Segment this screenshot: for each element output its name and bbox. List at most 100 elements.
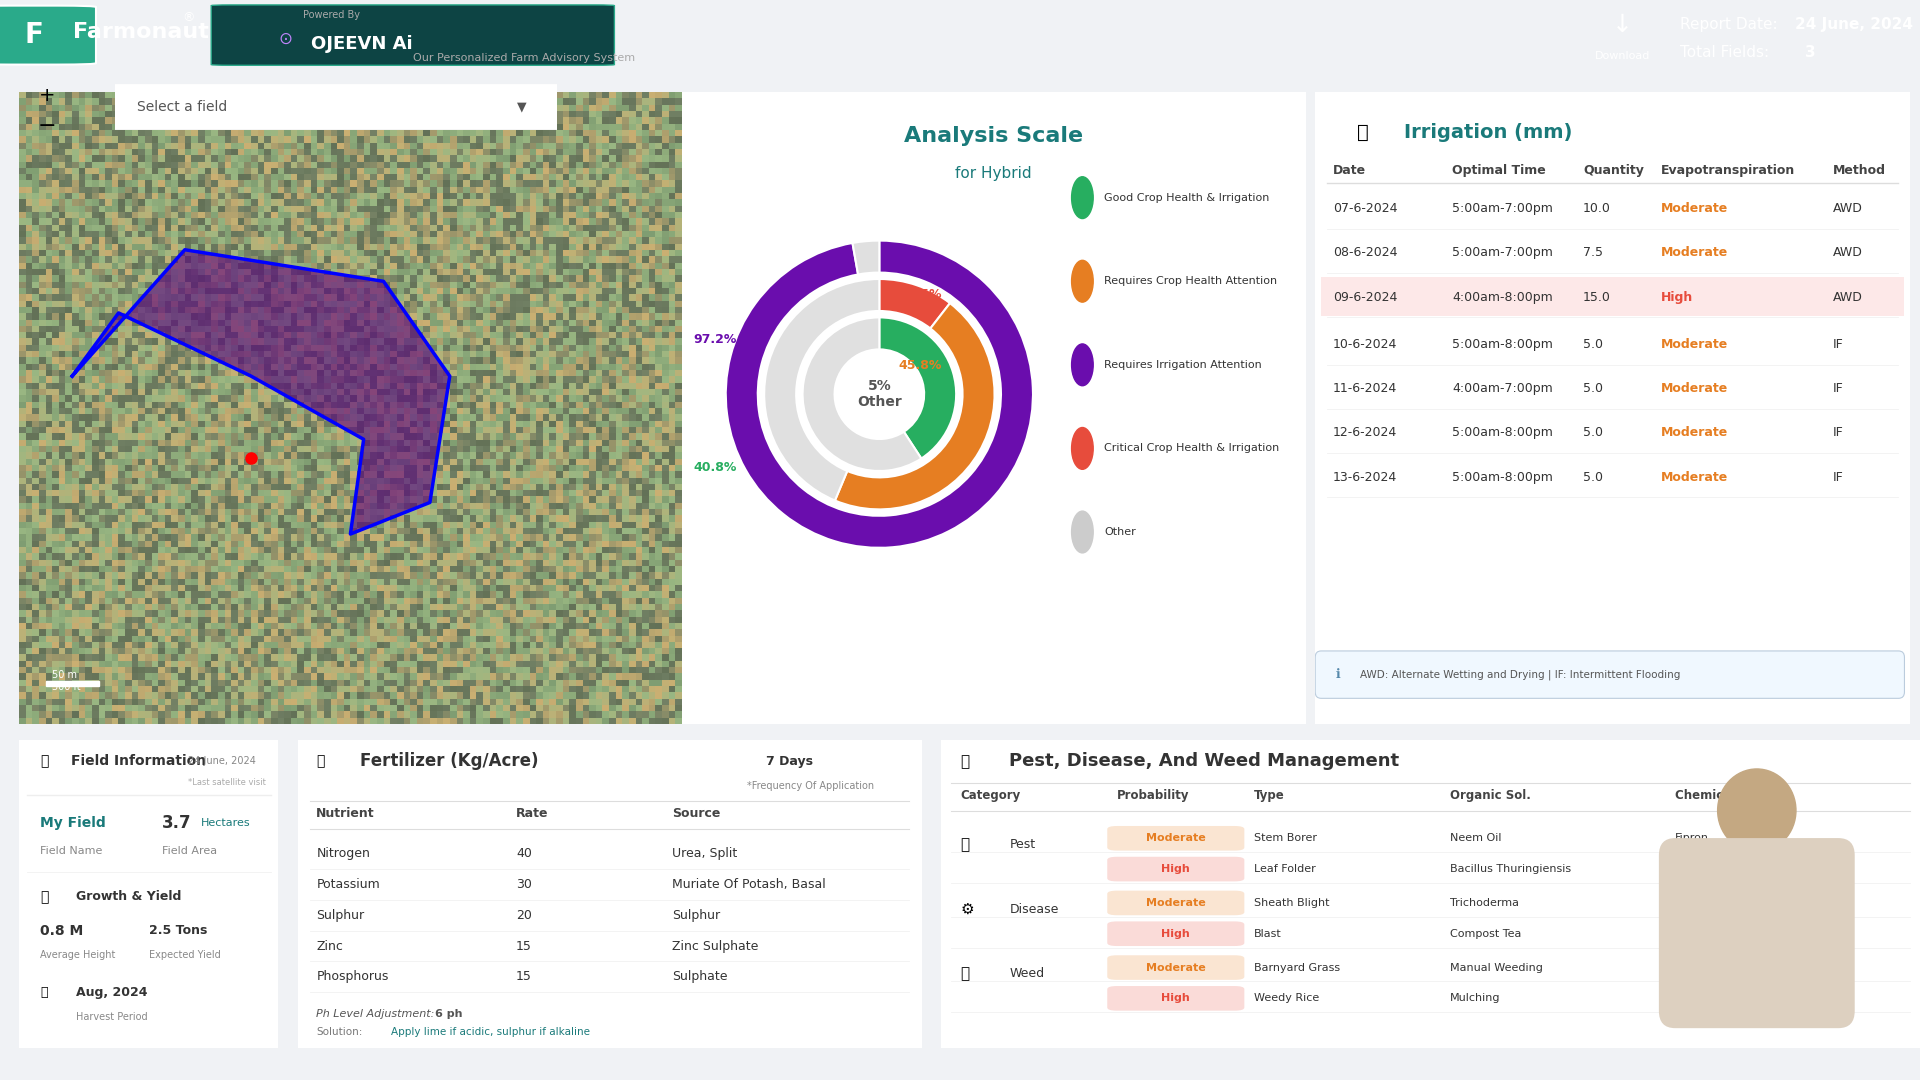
- Wedge shape: [852, 241, 879, 274]
- Wedge shape: [879, 279, 950, 328]
- Text: Expected Yield: Expected Yield: [150, 950, 221, 960]
- Text: Phosphorus: Phosphorus: [317, 970, 388, 983]
- Circle shape: [1071, 511, 1092, 553]
- Polygon shape: [73, 249, 449, 534]
- Text: Pest, Disease, And Weed Management: Pest, Disease, And Weed Management: [1010, 753, 1400, 770]
- Text: Potassium: Potassium: [317, 878, 380, 891]
- Circle shape: [1071, 428, 1092, 470]
- Text: Zinc Sulphate: Zinc Sulphate: [672, 940, 758, 953]
- Text: 0.8 M: 0.8 M: [40, 923, 83, 937]
- Text: 5:00am-8:00pm: 5:00am-8:00pm: [1452, 471, 1553, 484]
- FancyBboxPatch shape: [1108, 826, 1244, 851]
- Text: Barnyard Grass: Barnyard Grass: [1254, 962, 1340, 973]
- Text: Pest: Pest: [1010, 838, 1035, 851]
- FancyBboxPatch shape: [1108, 856, 1244, 881]
- Text: Field Information: Field Information: [71, 754, 205, 768]
- Circle shape: [1718, 769, 1795, 852]
- Text: 15.0: 15.0: [1582, 291, 1611, 303]
- Text: 🌿: 🌿: [960, 754, 970, 769]
- Text: Farmonaut: Farmonaut: [73, 22, 209, 42]
- Text: 12-6-2024: 12-6-2024: [1332, 427, 1398, 440]
- Text: 10.5%: 10.5%: [899, 288, 943, 301]
- Text: 10-6-2024: 10-6-2024: [1332, 338, 1398, 351]
- Text: 7 Days: 7 Days: [766, 755, 812, 768]
- Text: 07-6-2024: 07-6-2024: [1332, 202, 1398, 215]
- Text: Critical Crop Health & Irrigation: Critical Crop Health & Irrigation: [1104, 444, 1279, 454]
- Text: F: F: [25, 22, 42, 49]
- Text: Total Fields:: Total Fields:: [1680, 45, 1768, 60]
- Text: High: High: [1661, 291, 1693, 303]
- Text: Moderate: Moderate: [1661, 382, 1728, 395]
- Text: Chemical Sol.: Chemical Sol.: [1674, 788, 1764, 801]
- Text: Aug, 2024: Aug, 2024: [77, 986, 148, 999]
- Text: Ch...: Ch...: [1674, 864, 1701, 874]
- Text: Probability: Probability: [1117, 788, 1190, 801]
- Text: +: +: [38, 86, 56, 106]
- Text: Powered By: Powered By: [303, 11, 361, 21]
- Text: Stem Borer: Stem Borer: [1254, 834, 1317, 843]
- Text: AWD: AWD: [1834, 246, 1862, 259]
- Text: Hectares: Hectares: [202, 818, 250, 828]
- Text: AWD: AWD: [1834, 291, 1862, 303]
- Text: ⚙: ⚙: [960, 902, 973, 917]
- Text: High: High: [1162, 864, 1190, 874]
- Text: Solution:: Solution:: [317, 1027, 363, 1037]
- Text: IF: IF: [1834, 382, 1843, 395]
- Text: 🧪: 🧪: [317, 754, 324, 768]
- Text: Our Personalized Farm Advisory System: Our Personalized Farm Advisory System: [413, 53, 636, 63]
- Text: My Field: My Field: [40, 815, 106, 829]
- Text: 7.5: 7.5: [1582, 246, 1603, 259]
- Text: 08-6-2024: 08-6-2024: [1332, 246, 1398, 259]
- Text: ®: ®: [182, 11, 196, 24]
- Text: Nutrient: Nutrient: [317, 807, 374, 820]
- Text: Select a field: Select a field: [138, 100, 228, 113]
- Circle shape: [1071, 177, 1092, 218]
- Text: Neem Oil: Neem Oil: [1450, 834, 1501, 843]
- Text: 5:00am-7:00pm: 5:00am-7:00pm: [1452, 246, 1553, 259]
- Text: ⊙: ⊙: [278, 29, 292, 48]
- Text: 15: 15: [516, 970, 532, 983]
- Text: IF: IF: [1834, 338, 1843, 351]
- Text: Muriate Of Potash, Basal: Muriate Of Potash, Basal: [672, 878, 826, 891]
- Text: 📅: 📅: [40, 986, 48, 999]
- Text: AWD: Alternate Wetting and Drying | IF: Intermittent Flooding: AWD: Alternate Wetting and Drying | IF: …: [1359, 670, 1680, 679]
- Wedge shape: [726, 241, 1033, 548]
- Text: 45.8%: 45.8%: [899, 359, 943, 372]
- Text: Sulphate: Sulphate: [672, 970, 728, 983]
- Text: 40: 40: [516, 847, 532, 860]
- Text: 5:00am-8:00pm: 5:00am-8:00pm: [1452, 338, 1553, 351]
- Text: Other: Other: [1104, 527, 1137, 537]
- FancyBboxPatch shape: [1108, 891, 1244, 915]
- Wedge shape: [764, 279, 879, 500]
- Text: Organic Sol.: Organic Sol.: [1450, 788, 1530, 801]
- Text: Report Date:: Report Date:: [1680, 17, 1778, 32]
- FancyBboxPatch shape: [17, 737, 280, 1051]
- Text: 🌱: 🌱: [960, 967, 970, 982]
- Text: Urea, Split: Urea, Split: [672, 847, 737, 860]
- Text: Growth & Yield: Growth & Yield: [77, 890, 182, 903]
- Text: Ph Level Adjustment:: Ph Level Adjustment:: [317, 1009, 434, 1018]
- Text: 24 June, 2024: 24 June, 2024: [188, 756, 255, 767]
- Circle shape: [1071, 260, 1092, 302]
- Text: 10.0: 10.0: [1582, 202, 1611, 215]
- Text: Moderate: Moderate: [1146, 834, 1206, 843]
- Text: Moderate: Moderate: [1146, 962, 1206, 973]
- Text: Evapotranspiration: Evapotranspiration: [1661, 164, 1795, 177]
- Text: Compost Tea: Compost Tea: [1450, 929, 1521, 939]
- Text: 24 June, 2024: 24 June, 2024: [1795, 17, 1912, 32]
- Text: Bacillus Thuringiensis: Bacillus Thuringiensis: [1450, 864, 1571, 874]
- Text: Date: Date: [1332, 164, 1367, 177]
- Bar: [46, 680, 98, 686]
- FancyBboxPatch shape: [106, 83, 566, 131]
- FancyBboxPatch shape: [1659, 838, 1855, 1028]
- Text: 4:00am-8:00pm: 4:00am-8:00pm: [1452, 291, 1553, 303]
- Text: Disease: Disease: [1010, 903, 1058, 916]
- Text: 40.8%: 40.8%: [693, 461, 737, 474]
- Text: 13-6-2024: 13-6-2024: [1332, 471, 1398, 484]
- FancyBboxPatch shape: [676, 85, 1311, 730]
- Circle shape: [1071, 343, 1092, 386]
- Text: Apply lime if acidic, sulphur if alkaline: Apply lime if acidic, sulphur if alkalin…: [392, 1027, 589, 1037]
- Text: 5.0: 5.0: [1582, 427, 1603, 440]
- Text: Weedy Rice: Weedy Rice: [1254, 994, 1319, 1003]
- Text: Moderate: Moderate: [1661, 246, 1728, 259]
